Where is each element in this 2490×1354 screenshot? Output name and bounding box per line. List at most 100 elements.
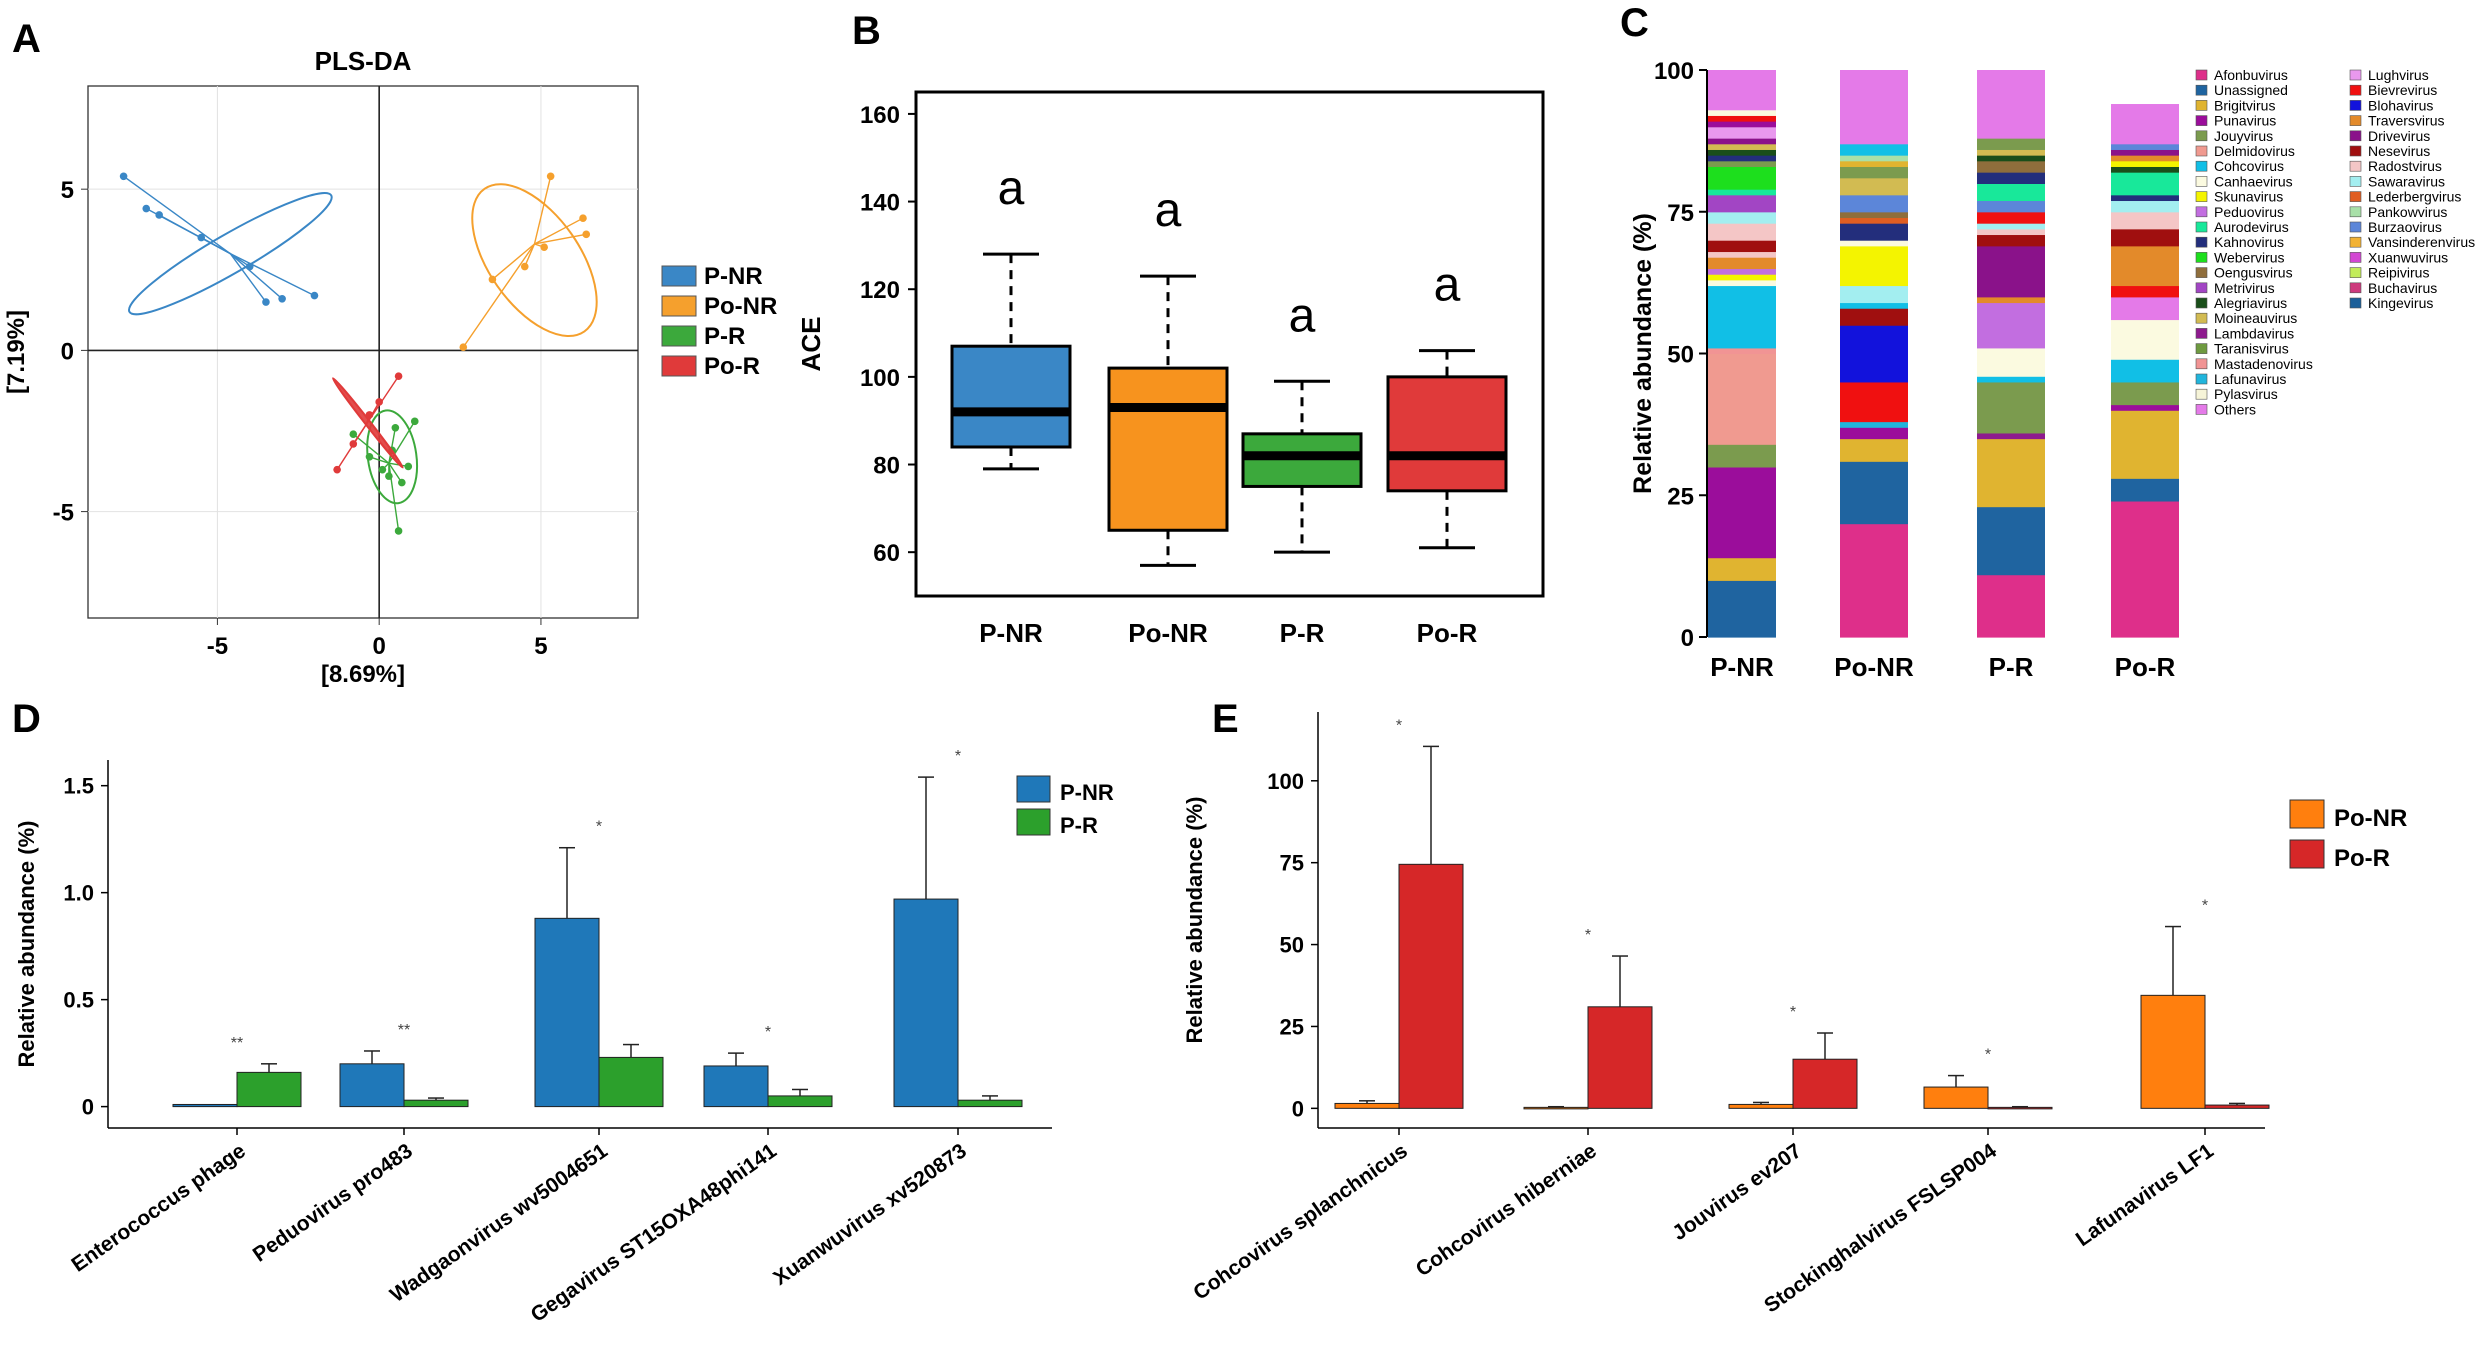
significance-marker: *	[1985, 1047, 1991, 1064]
bar-group-gegavirus-st15oxa48phi141	[703, 1052, 833, 1108]
segment-jouyvirus	[1977, 381, 2045, 434]
series-po-nr	[459, 172, 598, 351]
legend-label-metrivirus: Metrivirus	[2214, 280, 2275, 296]
segment-nesevirus	[1840, 308, 1908, 326]
segment-afonbuvirus	[2111, 500, 2179, 638]
significance-marker: *	[596, 819, 602, 836]
bar-group-stockinghalvirus-fslsp004	[1923, 1074, 2053, 1110]
y-tick-label: 50	[1667, 342, 1694, 369]
segment-traversvirus	[2111, 245, 2179, 287]
y-tick-label: -5	[53, 500, 74, 527]
x-tick-label: 0	[372, 633, 385, 660]
data-point	[394, 372, 403, 380]
x-tick-label: Xuanwuvirus xv520873	[769, 1139, 971, 1290]
legend-label-alegriavirus: Alegriavirus	[2214, 295, 2287, 311]
segment-brigitvirus	[2111, 410, 2179, 479]
y-tick-label: 75	[1667, 200, 1694, 227]
segment-jouyvirus	[1708, 160, 1776, 167]
significance-letter: a	[998, 162, 1025, 215]
segment-others	[2111, 104, 2179, 145]
legend-swatch-unassigned	[2195, 84, 2208, 96]
y-tick-label: 60	[873, 540, 900, 567]
segment-radostvirus	[1708, 251, 1776, 258]
x-tick-label: P-NR	[1710, 652, 1774, 682]
legend-swatch-alegriavirus	[2195, 297, 2208, 309]
bar-p-nr	[339, 1063, 405, 1108]
segment-jouyvirus	[1977, 138, 2045, 150]
box-iqr	[1386, 375, 1508, 493]
data-point	[142, 204, 151, 213]
legend-label-xuanwuvirus: Xuanwuvirus	[2368, 249, 2448, 265]
legend-swatch-pylasvirus	[2195, 388, 2208, 400]
segment-others	[2111, 296, 2179, 321]
segment-others	[1977, 70, 2045, 139]
legend-label-aurodevirus: Aurodevirus	[2214, 219, 2289, 235]
panel-a-plsda: PLS-DA -5 0 5 -5 0 5 [8.69%] [7.19%] P-NR Po-NR P-R…	[3, 46, 777, 688]
legend-label-drivevirus: Drivevirus	[2368, 128, 2430, 144]
segment-unassigned	[1840, 461, 1908, 525]
legend-label-buchavirus: Buchavirus	[2368, 280, 2437, 296]
panel-letter-a: A	[12, 17, 41, 61]
x-tick-label: Enterococcus phage	[67, 1139, 249, 1276]
legend-label-unassigned: Unassigned	[2214, 82, 2288, 98]
segment-drivevirus	[1708, 138, 1776, 145]
x-tick-label: Stockinghalvirus FSLSP004	[1760, 1139, 2001, 1317]
segment-lughvirus	[1708, 126, 1776, 139]
bar-group-cohcovirus-hiberniae	[1523, 955, 1653, 1110]
segment-canhaevirus	[1708, 279, 1776, 287]
legend-swatch-webervirus	[2195, 252, 2208, 263]
data-point	[262, 298, 270, 306]
segment-sawaravirus	[2111, 200, 2179, 213]
segment-traversvirus	[1977, 296, 2045, 304]
spoke-line	[352, 424, 367, 445]
x-tick-label: P-R	[1280, 618, 1325, 648]
data-point	[333, 465, 341, 474]
legend-label-lederbergvirus: Lederbergvirus	[2368, 189, 2461, 205]
plot-area	[87, 85, 639, 619]
legend-label-po-r: Po-R	[2334, 845, 2390, 872]
y-tick-label: 160	[860, 102, 900, 129]
segment-aurodevirus	[1977, 183, 2045, 202]
bar-po-nr	[1728, 1103, 1794, 1109]
x-tick-label: Po-NR	[1128, 618, 1208, 648]
y-tick-label: 140	[860, 190, 900, 217]
segment-canhaevirus	[2111, 319, 2179, 360]
legend-swatch-aurodevirus	[2195, 221, 2208, 233]
legend-label-mastadenovirus: Mastadenovirus	[2214, 356, 2313, 372]
x-tick-label: Po-R	[1417, 618, 1478, 648]
legend-swatch-po-nr	[2289, 799, 2325, 829]
segment-peduovirus	[1708, 268, 1776, 275]
legend-swatch-moineauvirus	[2195, 312, 2208, 324]
segment-others	[1840, 70, 1908, 145]
bar-group-xuanwuvirus-xv520873	[893, 776, 1023, 1108]
legend-swatch-metrivirus	[2195, 282, 2208, 294]
spoke-line	[352, 433, 390, 464]
segment-cohcovirus	[2111, 359, 2179, 383]
segment-sawaravirus	[1977, 223, 2045, 230]
legend-label-burzaovirus: Burzaovirus	[2368, 219, 2442, 235]
legend-swatch-po-nr	[661, 295, 697, 317]
spoke-line	[388, 462, 403, 483]
legend-label-peduovirus: Peduovirus	[2214, 204, 2284, 220]
data-point	[365, 452, 374, 461]
legend-swatch-burzaovirus	[2349, 221, 2362, 233]
spoke-line	[462, 243, 536, 348]
data-point	[540, 243, 548, 252]
x-tick-label: -5	[207, 633, 228, 660]
spoke-line	[534, 233, 587, 245]
significance-marker: **	[398, 1022, 410, 1039]
segment-drivevirus	[2111, 149, 2179, 156]
spoke-line	[534, 217, 584, 245]
legend-label-moineauvirus: Moineauvirus	[2214, 310, 2297, 326]
segment-oengusvirus	[1840, 211, 1908, 219]
chart-title: PLS-DA	[315, 46, 412, 76]
segment-skunavirus	[1708, 274, 1776, 281]
legend-swatch-lederbergvirus	[2349, 191, 2362, 202]
segment-cohcovirus	[1840, 143, 1908, 156]
segment-burzaovirus	[1977, 200, 2045, 213]
y-tick-label: 0	[61, 338, 74, 365]
data-point	[278, 295, 286, 303]
segment-drivevirus	[1977, 245, 2045, 298]
panel-letter-e: E	[1212, 697, 1239, 741]
segment-bievrevirus	[1708, 115, 1776, 122]
